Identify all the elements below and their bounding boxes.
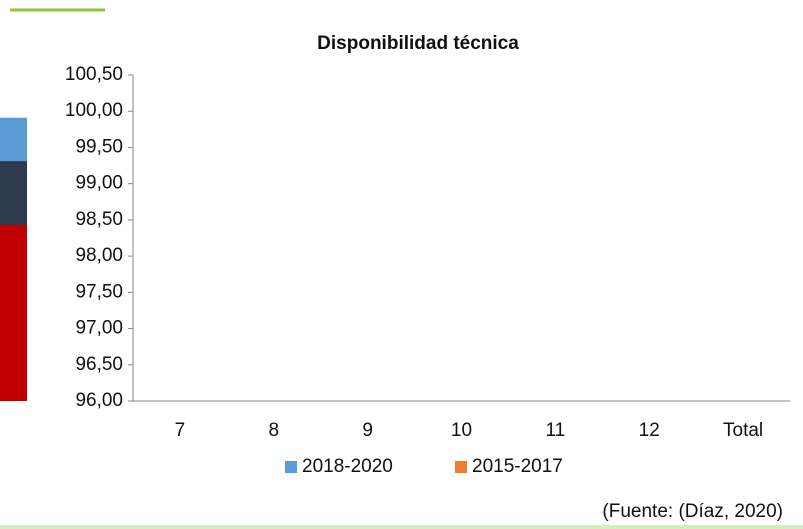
x-tick-label: 10 [451, 420, 472, 441]
y-tick-label: 98,50 [75, 209, 123, 230]
y-tick-label: 97,00 [75, 318, 123, 339]
y-tick-label: 96,00 [75, 390, 123, 411]
legend-swatch [455, 461, 467, 473]
legend-swatch [285, 461, 297, 473]
y-tick-label: 97,50 [75, 281, 123, 302]
y-tick-label: 99,00 [75, 173, 123, 194]
x-tick-label: 8 [268, 420, 279, 441]
x-tick-label: 9 [362, 420, 373, 441]
y-tick-label: 100,00 [65, 100, 123, 121]
legend-label: 2018-2020 [302, 456, 393, 477]
x-tick-label: Total [723, 420, 763, 441]
y-tick-label: 99,50 [75, 136, 123, 157]
y-tick-label: 100,50 [65, 64, 123, 85]
y-tick-label: 96,50 [75, 354, 123, 375]
x-tick-label: 7 [175, 420, 186, 441]
x-tick-label: 12 [639, 420, 660, 441]
x-tick-label: 11 [545, 420, 565, 441]
chart-title: Disponibilidad técnica [317, 33, 519, 54]
bar [0, 224, 27, 401]
legend-label: 2015-2017 [472, 456, 563, 477]
y-tick-label: 98,00 [75, 245, 123, 266]
source-note: (Fuente: (Díaz, 2020) [602, 501, 783, 522]
